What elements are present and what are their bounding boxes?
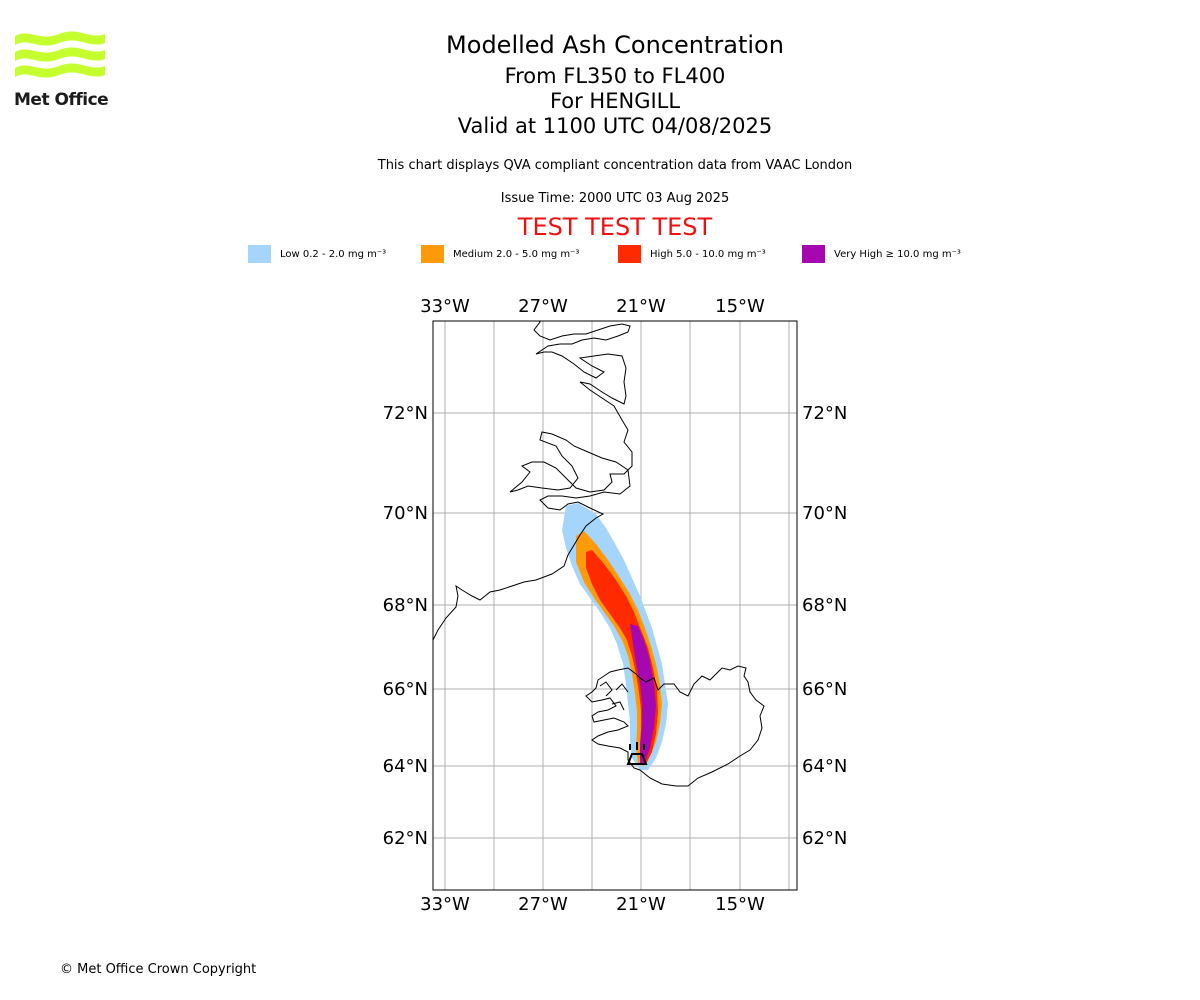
lat-tick-right-0: 72°N [802,403,847,424]
lat-tick-left-5: 62°N [383,828,428,849]
lat-tick-right-1: 70°N [802,503,847,524]
issue-time: Issue Time: 2000 UTC 03 Aug 2025 [500,191,730,206]
ash-zone-high [586,550,658,764]
lon-tick-bottom-3: 15°W [715,894,765,915]
lat-tick-left-1: 70°N [383,503,428,524]
lon-tick-top-3: 15°W [715,296,765,317]
chart-description: This chart displays QVA compliant concen… [377,158,853,173]
legend-label-low: Low 0.2 - 2.0 mg m⁻³ [280,248,387,260]
volcano-name: For HENGILL [549,89,681,113]
lat-tick-right-4: 64°N [802,756,847,777]
legend-item-high: High 5.0 - 10.0 mg m⁻³ [618,244,766,264]
legend: Low 0.2 - 2.0 mg m⁻³ Medium 2.0 - 5.0 mg… [0,244,1200,264]
lon-tick-bottom-1: 27°W [518,894,568,915]
lat-tick-left-0: 72°N [383,403,428,424]
legend-label-high: High 5.0 - 10.0 mg m⁻³ [650,248,766,260]
lon-tick-labels-top: 33°W 27°W 21°W 15°W [420,296,765,317]
valid-time: Valid at 1100 UTC 04/08/2025 [457,114,773,138]
lon-tick-top-1: 27°W [518,296,568,317]
legend-swatch-low [248,245,271,263]
lon-tick-bottom-2: 21°W [616,894,666,915]
iceland-westfjords-detail [599,681,629,711]
met-office-waves-icon [15,31,105,78]
logo-text: Met Office [14,90,109,110]
lat-tick-left-4: 64°N [383,756,428,777]
map-frame [432,320,798,891]
lat-tick-left-2: 68°N [383,595,428,616]
iceland-coastline [585,665,765,787]
chart-title: Modelled Ash Concentration [446,31,784,59]
lon-tick-bottom-0: 33°W [420,894,470,915]
legend-swatch-medium [421,245,444,263]
coastlines [433,321,765,787]
lon-tick-labels-bottom: 33°W 27°W 21°W 15°W [420,894,765,915]
volcano-marker-icon [626,742,648,765]
lon-tick-top-2: 21°W [616,296,666,317]
map-gridlines [433,321,797,890]
flight-levels: From FL350 to FL400 [504,64,726,88]
ash-zone-very-high [630,624,656,764]
legend-swatch-high [618,245,641,263]
copyright-notice: © Met Office Crown Copyright [60,962,257,977]
lat-tick-right-3: 66°N [802,679,847,700]
lat-tick-right-2: 68°N [802,595,847,616]
legend-item-medium: Medium 2.0 - 5.0 mg m⁻³ [421,244,579,264]
test-banner: TEST TEST TEST [517,213,713,241]
lat-tick-right-5: 62°N [802,828,847,849]
met-office-logo: Met Office [14,30,109,112]
lat-tick-left-3: 66°N [383,679,428,700]
legend-label-medium: Medium 2.0 - 5.0 mg m⁻³ [453,248,580,260]
lon-tick-top-0: 33°W [420,296,470,317]
lat-tick-labels-left: 72°N 70°N 68°N 66°N 64°N 62°N [383,403,428,849]
lat-tick-labels-right: 72°N 70°N 68°N 66°N 64°N 62°N [802,403,847,849]
greenland-coastline [433,321,633,641]
legend-label-very-high: Very High ≥ 10.0 mg m⁻³ [834,248,961,260]
legend-swatch-very-high [802,245,825,263]
chart-title-block: Modelled Ash Concentration From FL350 to… [15,30,1200,139]
legend-item-very-high: Very High ≥ 10.0 mg m⁻³ [802,244,961,264]
legend-item-low: Low 0.2 - 2.0 mg m⁻³ [248,244,386,264]
